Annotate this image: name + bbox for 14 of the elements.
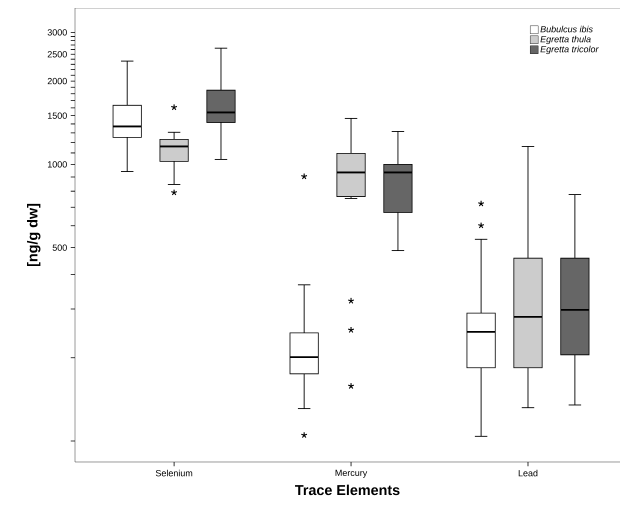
y-axis-title: [ng/g dw] bbox=[27, 204, 40, 266]
y-tick-label: 2000 bbox=[48, 78, 67, 84]
x-tick-label: Lead bbox=[518, 470, 538, 476]
y-tick-label: 500 bbox=[52, 244, 67, 251]
y-tick-label: 1500 bbox=[48, 112, 67, 119]
legend-label: Egretta tricolor bbox=[540, 46, 599, 54]
y-tick-label: 3000 bbox=[48, 29, 67, 36]
y-tick-label: 1000 bbox=[48, 161, 67, 168]
legend-label: Egretta thula bbox=[540, 36, 591, 44]
x-tick-label: Selenium bbox=[156, 470, 192, 476]
x-axis-title: Trace Elements bbox=[295, 484, 400, 496]
legend-label: Bubulcus ibis bbox=[540, 26, 593, 32]
x-tick-label: Mercury bbox=[336, 470, 368, 478]
y-tick-label: 2500 bbox=[48, 51, 67, 58]
